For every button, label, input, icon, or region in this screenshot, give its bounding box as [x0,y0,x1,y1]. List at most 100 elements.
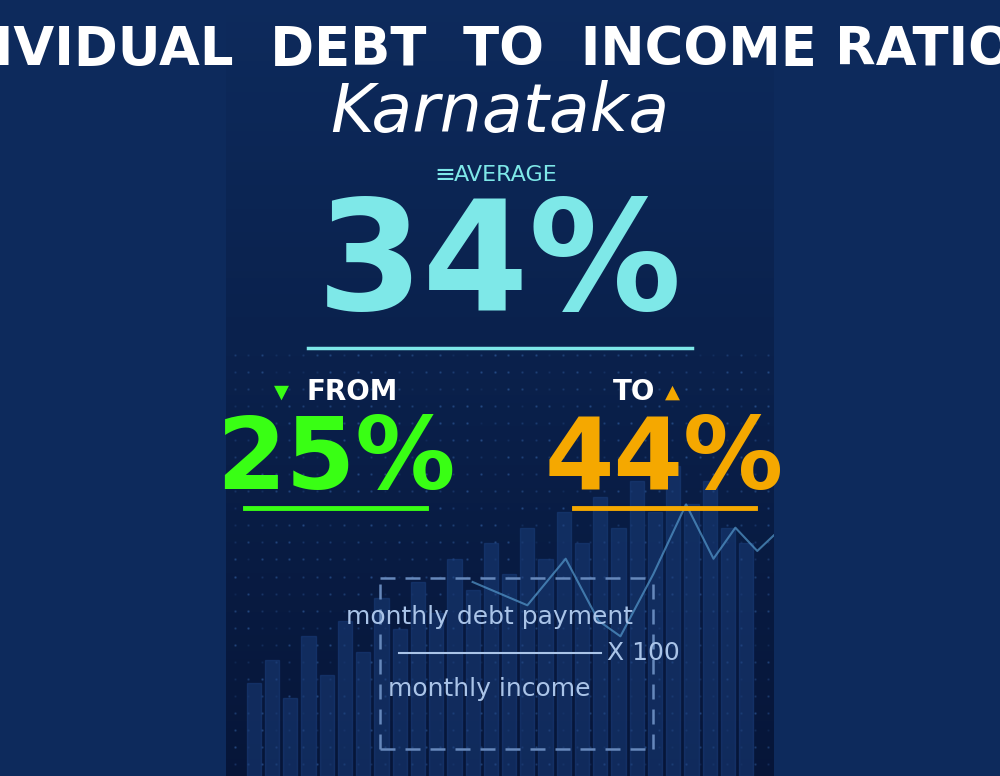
Bar [411,582,425,776]
Bar [226,349,774,357]
Text: monthly income: monthly income [388,677,590,701]
Bar [226,62,774,70]
Bar [226,163,774,171]
Bar [226,264,774,272]
Bar [226,504,774,512]
Bar [484,543,498,776]
Bar [226,489,774,497]
Bar [666,466,680,776]
Bar [226,652,774,660]
Bar [226,23,774,31]
Bar [226,303,774,310]
Bar [226,566,774,574]
Bar [226,753,774,760]
Bar [226,636,774,644]
Bar [593,497,607,776]
Bar [393,629,407,776]
Text: ▲: ▲ [665,383,680,401]
Bar [684,504,699,776]
Bar [226,520,774,528]
Bar [226,729,774,737]
Bar [226,698,774,706]
Bar [226,279,774,287]
Bar [226,39,774,47]
Bar [226,248,774,256]
Bar [226,341,774,349]
Bar [226,559,774,566]
Bar [226,598,774,605]
Bar [226,621,774,629]
Bar [226,667,774,675]
Bar [226,194,774,202]
Text: Karnataka: Karnataka [330,79,670,146]
Bar [226,241,774,248]
Bar [226,768,774,776]
Bar [226,186,774,194]
Bar [226,745,774,753]
Bar [226,202,774,210]
Text: FROM: FROM [307,378,398,406]
Bar [226,481,774,489]
Bar [447,559,462,776]
Bar [265,660,279,776]
Bar [301,636,316,776]
Bar [226,357,774,365]
Bar [226,419,774,427]
Bar [226,140,774,147]
Bar [226,287,774,295]
Bar [226,737,774,745]
Text: 25%: 25% [216,413,455,511]
Bar [557,512,571,776]
Bar [226,16,774,23]
Text: X 100: X 100 [607,642,679,665]
Bar [226,225,774,233]
Bar [611,528,626,776]
Bar [520,528,534,776]
Bar [226,124,774,132]
Bar [226,427,774,435]
Bar [226,605,774,613]
Bar [226,722,774,729]
Bar [283,698,297,776]
Bar [226,365,774,372]
Bar [226,473,774,481]
Bar [226,31,774,39]
Bar [226,116,774,124]
Text: ≡: ≡ [435,163,456,186]
Bar [226,512,774,520]
Bar [226,0,774,8]
Bar [226,660,774,667]
Bar [226,590,774,598]
Bar [374,598,389,776]
Text: 34%: 34% [317,193,683,342]
Text: monthly debt payment: monthly debt payment [346,605,633,629]
Bar [226,217,774,225]
Bar [226,147,774,155]
Bar [226,70,774,78]
Bar [721,528,735,776]
Bar [502,574,516,776]
Bar [226,388,774,396]
Bar [739,543,753,776]
Bar [226,178,774,186]
Bar [338,621,352,776]
Bar [703,481,717,776]
Bar [226,466,774,473]
Bar [226,535,774,543]
Bar [226,574,774,582]
Bar [226,109,774,116]
Text: INDIVIDUAL  DEBT  TO  INCOME RATIO  IN: INDIVIDUAL DEBT TO INCOME RATIO IN [0,24,1000,77]
Bar [226,380,774,388]
Bar [226,582,774,590]
Bar [226,78,774,85]
Bar [226,54,774,62]
Bar [226,714,774,722]
Bar [226,372,774,380]
Bar [226,435,774,442]
Bar [226,318,774,326]
Bar [226,155,774,163]
Bar [226,272,774,279]
Bar [226,326,774,334]
Bar [226,760,774,768]
Bar [226,528,774,535]
